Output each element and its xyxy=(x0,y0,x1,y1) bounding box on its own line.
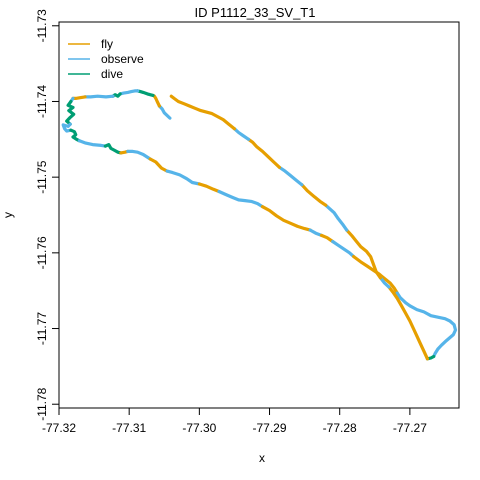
track-segment-fly xyxy=(302,185,326,206)
track-segment-observe xyxy=(326,205,347,230)
x-axis: -77.32 -77.31 -77.30 -77.29 -77.28 -77.27 xyxy=(42,408,427,435)
x-tick-label: -77.29 xyxy=(253,421,287,435)
x-tick-label: -77.27 xyxy=(393,421,427,435)
track-segment-dive xyxy=(105,145,121,153)
track-segment-observe xyxy=(397,293,455,357)
track-segment-fly xyxy=(171,96,234,129)
track-segment-fly xyxy=(150,159,167,171)
x-axis-label: x xyxy=(259,451,265,465)
track-segment-dive xyxy=(138,91,153,96)
y-axis-label: y xyxy=(1,212,15,218)
track-segment-fly xyxy=(322,235,333,241)
track-segment-observe xyxy=(310,230,321,235)
y-tick-label: -11.78 xyxy=(35,387,49,420)
legend-label-fly: fly xyxy=(101,37,113,51)
track-segment-fly xyxy=(199,184,219,192)
x-tick-label: -77.32 xyxy=(42,421,76,435)
y-axis: -11.73 -11.74 -11.75 -11.76 -11.77 -11.78 xyxy=(35,9,59,421)
y-tick-label: -11.73 xyxy=(35,9,49,42)
x-tick-label: -77.28 xyxy=(323,421,357,435)
track-segment-observe xyxy=(167,171,199,184)
track-segment-fly xyxy=(263,207,311,230)
track-segment-observe xyxy=(120,91,138,94)
track-segment-fly xyxy=(249,139,280,167)
legend-label-observe: observe xyxy=(101,52,144,66)
track-segment-observe xyxy=(234,129,248,140)
x-tick-label: -77.31 xyxy=(112,421,146,435)
track-segment-observe xyxy=(159,106,170,118)
track-segment-observe xyxy=(333,242,354,257)
y-tick-label: -11.74 xyxy=(35,85,49,118)
track-segment-observe xyxy=(79,141,105,146)
track-segment-dive xyxy=(67,102,74,125)
track-segment-observe xyxy=(279,167,301,184)
track-layer xyxy=(63,91,455,359)
x-tick-label: -77.30 xyxy=(182,421,216,435)
track-segment-dive xyxy=(71,130,80,141)
y-tick-label: -11.76 xyxy=(35,236,49,269)
track-segment-fly xyxy=(153,95,159,106)
y-tick-label: -11.77 xyxy=(35,312,49,345)
track-segment-observe xyxy=(128,151,150,159)
track-segment-observe xyxy=(219,192,263,207)
track-segment-observe xyxy=(85,96,113,97)
track-segment-fly xyxy=(73,97,85,99)
chart-title: ID P1112_33_SV_T1 xyxy=(195,5,316,20)
y-tick-label: -11.75 xyxy=(35,160,49,193)
legend-label-dive: dive xyxy=(101,67,123,81)
track-segment-fly xyxy=(389,287,428,359)
